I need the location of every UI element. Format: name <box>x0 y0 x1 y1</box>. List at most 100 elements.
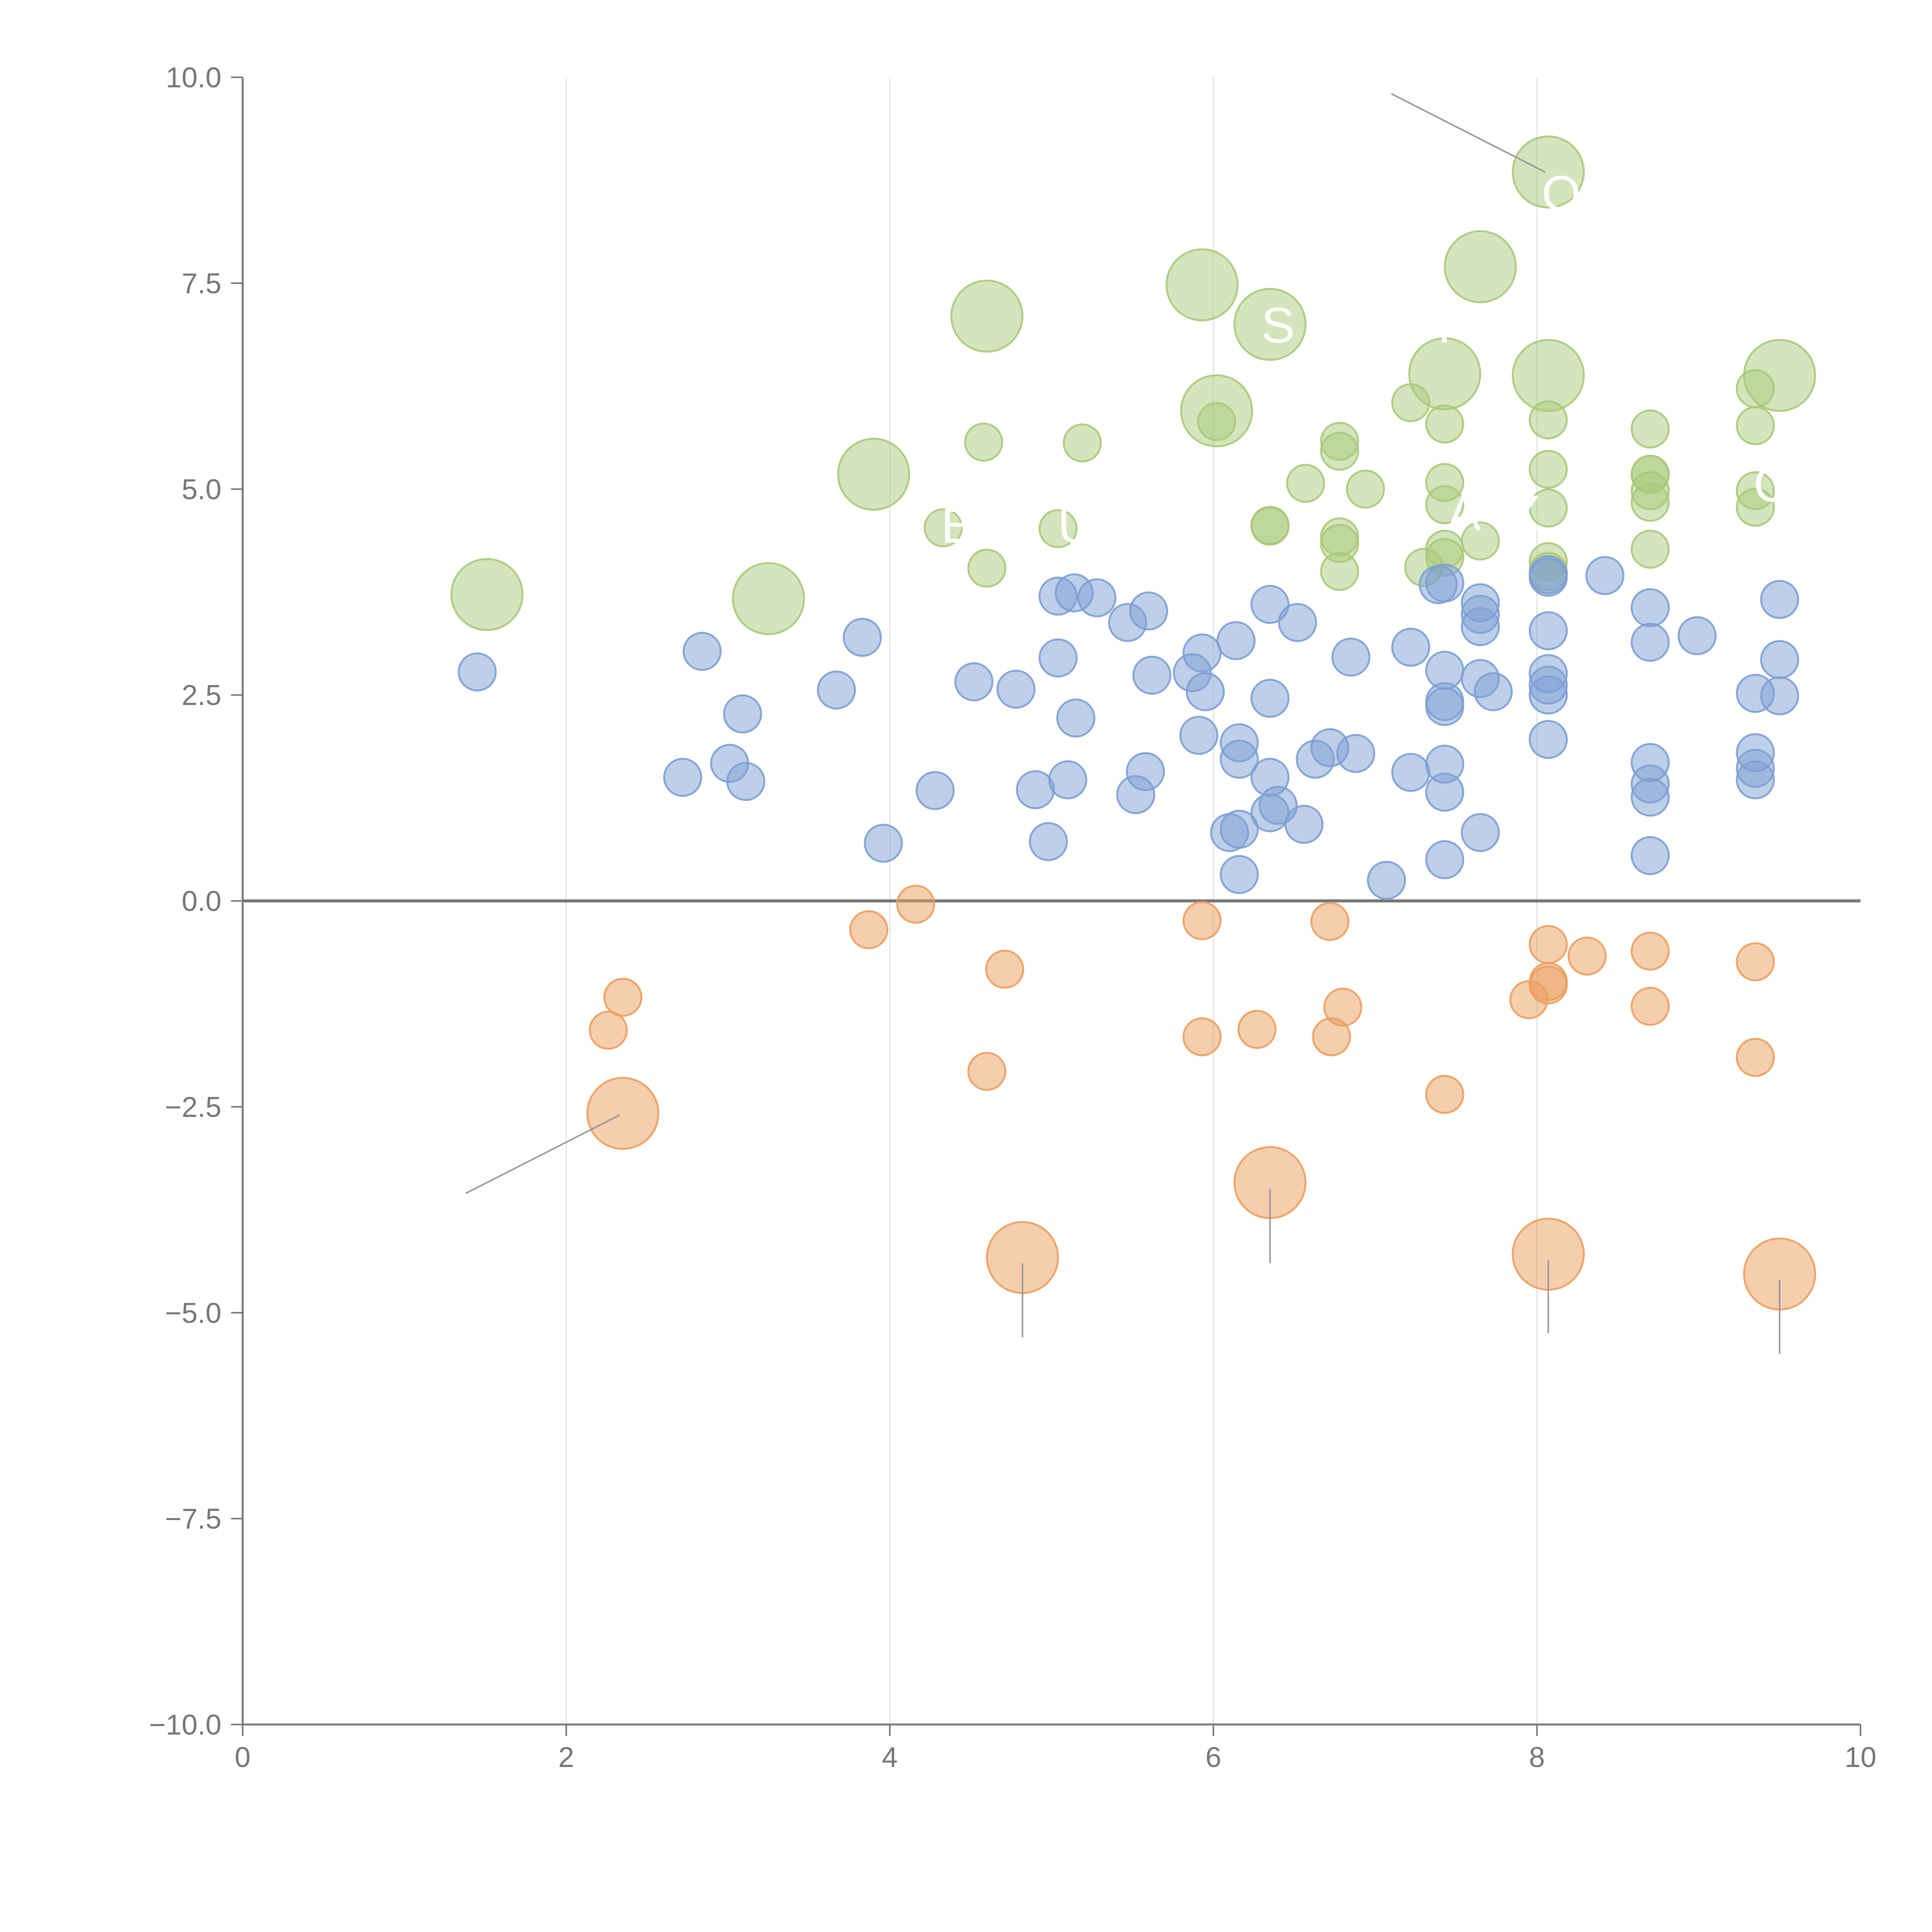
orange-bubble <box>1425 1075 1464 1114</box>
blue-bubble <box>1391 753 1430 792</box>
blue-bubble <box>1179 716 1219 755</box>
blue-bubble <box>843 617 882 657</box>
green-bubble <box>967 548 1007 588</box>
y-tick-label: −7.5 <box>165 1503 221 1535</box>
bubble-label: O <box>1542 165 1581 221</box>
orange-bubble <box>588 1010 628 1050</box>
blue-bubble <box>1529 720 1568 759</box>
orange-bubble <box>1310 902 1350 941</box>
green-bubble-large <box>1233 287 1307 361</box>
green-bubble-large <box>1408 337 1481 410</box>
blue-bubble <box>1219 723 1259 762</box>
green-bubble <box>1063 423 1102 463</box>
green-bubble-large <box>732 562 805 635</box>
orange-bubble <box>967 1052 1007 1091</box>
x-tick-label: 6 <box>1206 1741 1221 1773</box>
green-bubble-large <box>837 437 910 511</box>
bubble-label: R <box>1438 297 1474 353</box>
blue-bubble <box>723 694 762 734</box>
orange-bubble <box>1529 925 1568 964</box>
bubble-label: S <box>1261 297 1295 353</box>
bubble-label: U <box>1058 497 1094 553</box>
blue-bubble <box>1185 672 1225 711</box>
x-tick-label: 4 <box>882 1741 898 1773</box>
blue-bubble <box>1425 651 1464 690</box>
leader-line <box>1391 93 1546 173</box>
blue-bubble <box>1631 588 1670 628</box>
green-bubble <box>1736 488 1775 527</box>
blue-bubble <box>1038 638 1078 678</box>
green-bubble-large <box>1444 230 1517 303</box>
bubble-label: A <box>1447 485 1481 541</box>
blue-bubble <box>1250 585 1290 624</box>
orange-bubble <box>1631 932 1670 971</box>
green-bubble <box>1250 506 1290 545</box>
blue-bubble <box>1016 770 1055 810</box>
blue-bubble <box>1736 733 1775 772</box>
blue-bubble <box>1048 760 1087 799</box>
green-bubble <box>1529 488 1568 528</box>
green-bubble <box>1529 450 1568 489</box>
blue-bubble <box>1391 628 1430 667</box>
blue-bubble <box>1529 555 1568 594</box>
blue-bubble <box>1219 810 1259 849</box>
blue-bubble <box>457 652 497 692</box>
blue-bubble <box>1077 578 1117 617</box>
y-tick-label: 0.0 <box>182 885 221 917</box>
blue-bubble <box>1336 734 1376 773</box>
blue-bubble <box>996 670 1036 709</box>
y-tick-label: −2.5 <box>165 1091 221 1123</box>
green-bubble <box>1320 552 1359 591</box>
blue-bubble <box>864 823 903 863</box>
green-bubble <box>1038 509 1078 548</box>
green-bubble <box>1631 409 1670 449</box>
blue-bubble <box>1219 855 1259 894</box>
green-bubble <box>1461 521 1500 561</box>
green-bubble <box>923 508 963 548</box>
blue-bubble <box>1278 603 1317 642</box>
orange-bubble <box>1736 1037 1775 1077</box>
blue-bubble <box>1056 698 1095 738</box>
green-bubble <box>964 422 1003 462</box>
green-bubble-large <box>1512 135 1585 209</box>
blue-bubble <box>1425 563 1464 603</box>
x-tick-label: 8 <box>1529 1741 1545 1773</box>
y-tick-label: 10.0 <box>166 61 221 94</box>
bubble-label: E <box>941 497 975 553</box>
axes: 10.0 7.5 5.0 2.5 0.0 −2.5 −5.0 −7.5 −10.0 0 2 4 6 8 10 <box>149 61 1876 1773</box>
green-bubble <box>1425 485 1464 524</box>
orange-bubble <box>1182 1017 1222 1056</box>
green-bubble <box>1286 464 1325 503</box>
green-bubble <box>1425 404 1464 444</box>
y-tick-label: 7.5 <box>182 267 221 299</box>
orange-bubble <box>985 949 1024 989</box>
y-tick-label: 5.0 <box>182 473 221 505</box>
blue-bubble <box>1461 813 1500 852</box>
x-tick-label: 10 <box>1845 1741 1876 1773</box>
bubble-label: C <box>1753 456 1790 512</box>
orange-bubble <box>603 978 643 1017</box>
x-tick-label: 2 <box>558 1741 574 1773</box>
blue-bubble <box>1425 840 1464 879</box>
blue-bubble <box>1129 591 1168 631</box>
blue-bubble <box>1216 621 1256 660</box>
blue-bubble <box>817 670 856 710</box>
leader-lines <box>465 93 1781 1354</box>
blue-bubble <box>1631 743 1670 782</box>
blue-bubble <box>1367 861 1406 900</box>
orange-bubble <box>1529 965 1568 1005</box>
blue-bubble <box>1250 679 1290 718</box>
green-bubble <box>1346 469 1385 509</box>
green-bubble <box>1631 529 1670 569</box>
blue-bubble <box>1284 804 1324 844</box>
blue-bubble <box>915 771 955 810</box>
blue-bubble <box>1529 654 1568 693</box>
blue-bubble <box>954 662 994 702</box>
green-bubble-large <box>1180 374 1253 447</box>
orange-bubble <box>1736 942 1775 981</box>
y-tick-label: 2.5 <box>182 679 221 711</box>
blue-bubble <box>726 762 765 801</box>
blue-bubble <box>1425 745 1464 784</box>
blue-bubble <box>1126 752 1165 791</box>
